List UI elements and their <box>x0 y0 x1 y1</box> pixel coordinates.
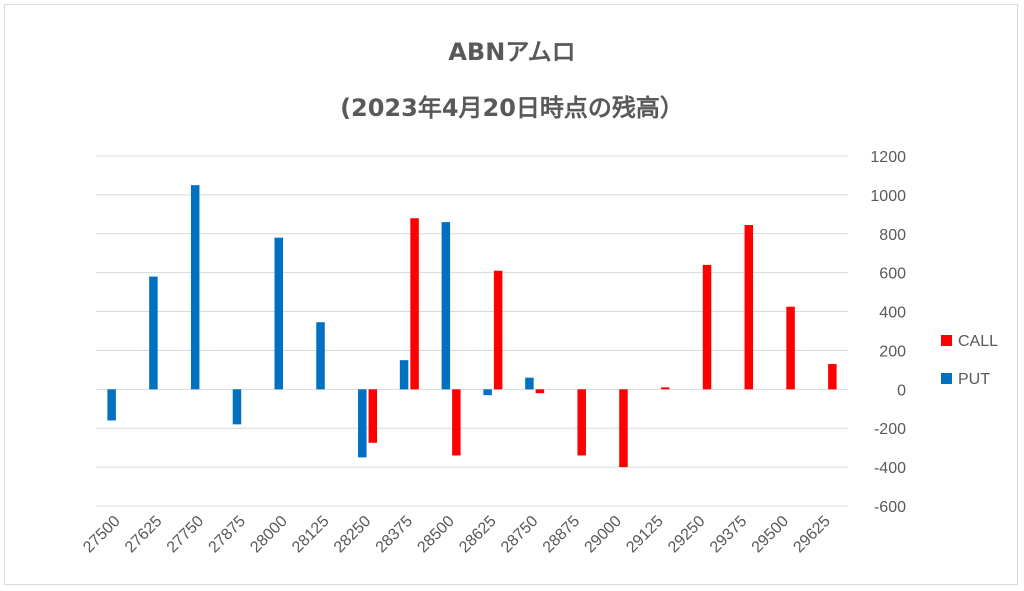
bar-call-28625 <box>493 270 503 390</box>
bar-call-28750 <box>535 389 545 394</box>
legend-swatch-call <box>941 335 952 346</box>
y-tick-label: -400 <box>874 460 906 477</box>
bar-call-29500 <box>786 306 795 390</box>
bar-call-29000 <box>619 389 628 468</box>
bar-call-29125 <box>661 387 670 390</box>
bar-put-28375 <box>399 360 409 390</box>
x-tick-label: 28625 <box>456 513 500 557</box>
x-tick-label: 28375 <box>373 513 417 557</box>
bar-put-27875 <box>232 389 242 425</box>
gridlines <box>96 155 848 507</box>
chart-subtitle: (2023年4月20日時点の残高） <box>340 94 684 122</box>
bar-put-28750 <box>525 377 534 390</box>
y-tick-label: 400 <box>879 305 906 322</box>
chart-title: ABNアムロ <box>448 38 576 66</box>
x-tick-label: 29250 <box>665 513 709 557</box>
y-tick-label: 0 <box>897 382 906 399</box>
bar-call-28875 <box>577 389 586 456</box>
y-tick-label: 600 <box>879 266 906 283</box>
x-tick-label: 29000 <box>582 513 626 557</box>
y-tick-label: -600 <box>874 499 906 516</box>
bar-put-28000 <box>274 237 283 390</box>
bar-put-28125 <box>316 322 325 390</box>
y-tick-label: 1200 <box>870 149 906 166</box>
x-tick-label: 27875 <box>206 513 250 557</box>
legend-label-call: CALL <box>958 333 998 350</box>
legend-swatch-put <box>941 373 952 384</box>
y-tick-label: 200 <box>879 343 906 360</box>
bar-call-28375 <box>410 218 419 390</box>
bar-call-28500 <box>452 389 461 456</box>
bar-call-29250 <box>702 264 712 390</box>
x-tick-label: 29500 <box>749 513 793 557</box>
bar-put-28250 <box>358 389 367 458</box>
x-tick-label: 28750 <box>498 513 542 557</box>
y-tick-label: 1000 <box>870 188 906 205</box>
y-tick-label: -200 <box>874 421 906 438</box>
bar-call-28250 <box>368 389 378 443</box>
bar-put-27750 <box>190 185 200 390</box>
x-tick-label: 28125 <box>289 513 333 557</box>
y-tick-label: 800 <box>879 227 906 244</box>
x-tick-label: 28875 <box>540 513 584 557</box>
x-tick-label: 29375 <box>707 513 751 557</box>
chart-frame <box>4 4 1018 585</box>
bar-call-29375 <box>744 225 754 390</box>
x-tick-label: 29125 <box>623 513 667 557</box>
bar-put-28500 <box>441 222 451 390</box>
bars <box>107 185 837 468</box>
bar-put-27500 <box>107 389 116 421</box>
legend: CALL PUT <box>941 333 998 388</box>
x-axis-labels: 2750027625277502787528000281252825028375… <box>80 513 834 557</box>
x-tick-label: 27625 <box>122 513 166 557</box>
x-tick-label: 28000 <box>247 513 291 557</box>
bar-put-27625 <box>149 276 158 390</box>
x-tick-label: 27500 <box>80 513 124 557</box>
bar-put-28625 <box>483 389 492 396</box>
x-tick-label: 29625 <box>790 513 834 557</box>
y-axis-labels: 1200 1000 800 600 400 200 0 -200 -400 -600 <box>870 149 906 516</box>
x-tick-label: 28500 <box>414 513 458 557</box>
bar-call-29625 <box>828 364 837 390</box>
legend-label-put: PUT <box>958 371 990 388</box>
x-tick-label: 28250 <box>331 513 375 557</box>
x-tick-label: 27750 <box>164 513 208 557</box>
